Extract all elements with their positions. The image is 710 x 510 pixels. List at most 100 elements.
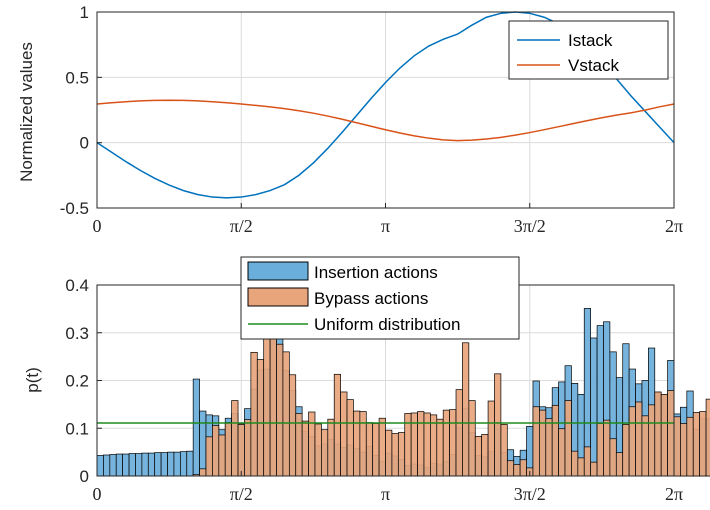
- bar-insertion-actions: [128, 453, 136, 477]
- bar-bypass-actions: [660, 394, 668, 477]
- bar-insertion-actions: [147, 452, 156, 477]
- top-y-tick-label: -0.5: [60, 199, 89, 218]
- bar-bypass-actions: [615, 452, 624, 477]
- bar-bypass-actions: [321, 429, 329, 477]
- bar-insertion-actions: [199, 410, 207, 477]
- bar-insertion-actions: [154, 452, 162, 477]
- bar-bypass-actions: [558, 428, 566, 477]
- bar-bypass-actions: [699, 411, 707, 477]
- bar-bypass-actions: [494, 373, 502, 477]
- legend-label-istack: Istack: [568, 31, 613, 50]
- legend-label-vstack: Vstack: [568, 56, 620, 75]
- bar-bypass-actions: [474, 436, 483, 477]
- bar-insertion-actions: [122, 453, 130, 477]
- legend-label-insertion: Insertion actions: [314, 263, 438, 282]
- bar-bypass-actions: [365, 422, 374, 477]
- bar-bypass-actions: [545, 418, 553, 477]
- top-legend: Istack Vstack: [508, 20, 669, 80]
- bar-bypass-actions: [622, 424, 630, 477]
- bar-bypass-actions: [680, 423, 688, 477]
- bar-insertion-actions: [103, 454, 111, 477]
- bar-bypass-actions: [692, 412, 700, 477]
- bottom-x-tick-label: 3π/2: [514, 484, 546, 504]
- bottom-y-axis-label: p(t): [23, 367, 42, 393]
- bar-insertion-actions: [135, 453, 143, 477]
- top-y-tick-label: 0: [80, 134, 89, 153]
- bar-bypass-actions: [231, 400, 239, 477]
- bottom-legend: Insertion actions Bypass actions Uniform…: [240, 256, 520, 340]
- bar-bypass-actions: [237, 424, 245, 477]
- bar-bypass-actions: [282, 351, 290, 477]
- bar-bypass-actions: [244, 419, 252, 477]
- bar-bypass-actions: [635, 401, 643, 477]
- bar-bypass-actions: [372, 423, 380, 477]
- top-x-tick-label: 3π/2: [514, 216, 546, 236]
- bar-bypass-actions: [500, 424, 508, 477]
- bar-bypass-actions: [442, 409, 450, 477]
- bar-bypass-actions: [391, 433, 399, 477]
- bottom-y-tick-label: 0.3: [65, 324, 89, 343]
- top-y-tick-label: 1: [80, 3, 89, 22]
- bar-insertion-actions: [109, 454, 117, 477]
- bar-bypass-actions: [532, 406, 540, 477]
- bar-bypass-actions: [487, 400, 495, 477]
- bar-bypass-actions: [506, 460, 515, 477]
- bar-insertion-actions: [167, 451, 175, 477]
- bar-bypass-actions: [513, 464, 521, 477]
- top-y-tick-label: 0.5: [65, 68, 89, 87]
- bar-bypass-actions: [462, 342, 470, 477]
- bar-bypass-actions: [468, 400, 476, 477]
- bar-bypass-actions: [288, 374, 297, 477]
- bar-bypass-actions: [256, 359, 265, 477]
- bar-bypass-actions: [353, 410, 361, 477]
- bottom-x-tick-label: π: [381, 484, 390, 504]
- bar-bypass-actions: [308, 411, 316, 477]
- bar-bypass-actions: [301, 420, 309, 477]
- legend-swatch-insertion: [247, 261, 309, 281]
- bottom-y-tick-label: 0: [80, 467, 89, 486]
- top-x-tick-label: π: [381, 216, 390, 236]
- bar-bypass-actions: [250, 351, 258, 477]
- legend-swatch-bypass: [247, 287, 309, 307]
- bar-bypass-actions: [564, 400, 572, 477]
- bar-bypass-actions: [539, 409, 547, 477]
- bar-bypass-actions: [199, 468, 207, 477]
- bar-bypass-actions: [648, 404, 656, 477]
- bar-bypass-actions: [333, 373, 341, 477]
- bar-bypass-actions: [673, 416, 681, 477]
- top-y-axis-label: Normalized values: [17, 42, 36, 182]
- bar-bypass-actions: [218, 434, 226, 477]
- bar-bypass-actions: [340, 391, 348, 477]
- bottom-y-tick-label: 0.4: [65, 276, 89, 295]
- bar-bypass-actions: [314, 423, 322, 477]
- bar-insertion-actions: [192, 378, 200, 477]
- bar-insertion-actions: [179, 451, 188, 477]
- bar-bypass-actions: [276, 343, 284, 477]
- bar-bypass-actions: [596, 423, 604, 477]
- bar-bypass-actions: [359, 411, 367, 477]
- bar-bypass-actions: [430, 414, 438, 477]
- bar-bypass-actions: [397, 432, 406, 477]
- bar-bypass-actions: [577, 457, 585, 477]
- legend-label-bypass: Bypass actions: [314, 289, 428, 308]
- bar-bypass-actions: [609, 438, 617, 477]
- bar-insertion-actions: [96, 455, 104, 477]
- bar-bypass-actions: [327, 418, 335, 477]
- top-x-tick-label: 2π: [665, 216, 683, 236]
- bar-bypass-actions: [385, 429, 393, 477]
- bar-bypass-actions: [205, 436, 213, 477]
- bottom-y-tick-label: 0.2: [65, 372, 89, 391]
- bottom-plot: 0 π/2 π 3π/2 2π 0 0.1 0.2 0.3 0.4 p(t) Insertion …: [23, 256, 710, 504]
- series-line-vstack: [96, 99, 675, 142]
- bar-bypass-actions: [686, 416, 694, 477]
- bar-insertion-actions: [173, 451, 181, 477]
- bar-bypass-actions: [346, 399, 354, 477]
- bar-bypass-actions: [449, 409, 457, 477]
- bottom-x-tick-label: 0: [93, 484, 102, 504]
- bar-bypass-actions: [667, 390, 675, 477]
- bar-bypass-actions: [212, 425, 220, 477]
- bar-insertion-actions: [160, 452, 168, 477]
- bar-bypass-actions: [551, 404, 559, 477]
- top-legend-box: [508, 20, 669, 80]
